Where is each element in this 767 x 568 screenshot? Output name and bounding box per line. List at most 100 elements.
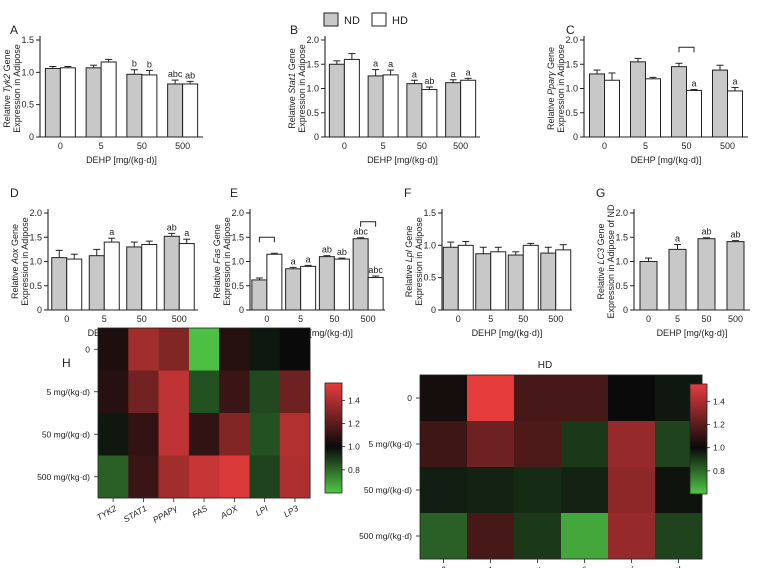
y-tick-label: 0.5 [231, 281, 244, 291]
row-label: 0 [407, 393, 412, 403]
comparison-bracket [258, 236, 275, 243]
heatmap-cell [158, 328, 190, 371]
heatmap-cell [158, 455, 190, 499]
y-tick-label: 0.5 [306, 108, 319, 118]
column-label: LPI [667, 564, 684, 568]
x-tick-label: 5 [298, 314, 303, 324]
significance-label: abc [168, 69, 183, 79]
y-axis-label: Relative Aox Gene [10, 224, 20, 299]
colorbar-tick-label: 1.0 [713, 443, 725, 453]
y-axis-label-post: Gene [287, 48, 297, 73]
x-tick-label: 0 [264, 314, 269, 324]
heatmap-cell [128, 370, 159, 414]
y-tick-label: 1.5 [615, 232, 628, 242]
bar-nd-500 [445, 82, 462, 138]
y-tick-label: 0 [573, 132, 578, 142]
y-axis-label-line2: Expression in Adipose of ND [606, 204, 616, 319]
bar-nd-0 [44, 67, 61, 138]
heatmap-cell [420, 375, 468, 422]
y-axis-label-post: Gene [596, 223, 606, 248]
y-tick-label: 1.0 [21, 67, 34, 77]
y-axis-label-line2: Expression in Adipose [222, 217, 232, 306]
legend: ND HD [323, 12, 408, 27]
heatmap-cell [608, 375, 656, 422]
heatmap-cell [249, 328, 281, 371]
colorbar-tick-label: 0.8 [713, 466, 725, 476]
column-label: AOX [615, 564, 637, 568]
significance-label: a [184, 228, 189, 238]
y-axis-label-line2: Expression in Adipose [12, 44, 22, 133]
y-tick-label: 0 [37, 305, 42, 315]
panel-A: A 0 0.5 1.0 1.5 Relative Tyk2 Gene Expression … [2, 23, 203, 165]
y-tick-label: 1.5 [29, 232, 42, 242]
colorbar-tick-label: 1.2 [348, 419, 360, 429]
x-tick-label: 500 [172, 314, 187, 324]
panel-D: D 0 0.5 1.0 1.5 2.0 Relative Aox Gene Expressio… [10, 186, 198, 338]
significance-label: ab [730, 230, 740, 240]
heatmap-cell [188, 370, 220, 414]
panel-letter: B [290, 23, 298, 37]
x-tick-label: 500 [175, 141, 190, 151]
row-label: 50 mg/(kg·d) [42, 429, 90, 439]
bar-hd-5 [490, 251, 507, 311]
bar-hd-5 [382, 74, 399, 138]
y-axis-label: Relative Lpl Gene [404, 226, 414, 298]
heatmap-cell [279, 413, 311, 456]
panel-B: B 0 0.5 1.0 1.5 2.0 Relative Stat1 Gene Express… [287, 23, 480, 165]
y-axis-label-gene: Tyk2 [2, 74, 12, 93]
bar-nd-500 [712, 69, 728, 138]
y-axis-label-post: Gene [404, 226, 414, 251]
x-tick-label: 5 [102, 314, 107, 324]
significance-label: a [412, 69, 417, 79]
heatmap-cell [655, 513, 703, 560]
heatmap-cell [249, 413, 281, 456]
heatmap-cell [561, 467, 609, 514]
y-axis-label: Relative Pparγ Gene [546, 47, 556, 130]
heatmap-cell [467, 421, 515, 468]
bar-nd-50 [126, 73, 143, 138]
heatmap-cell [188, 455, 220, 499]
bar-nd-500 [726, 241, 745, 311]
bar-nd-500 [540, 252, 557, 311]
colorbar-tick-label: 1.2 [713, 420, 725, 430]
x-tick-label: 500 [728, 314, 743, 324]
bar-nd-5 [668, 248, 687, 311]
bar-nd-0 [589, 73, 605, 138]
significance-label: ab [701, 227, 711, 237]
colorbar-tick-label: 1.4 [348, 395, 360, 405]
significance-label: a [306, 254, 311, 264]
heatmap-cell [249, 370, 281, 414]
y-axis-label-pre: Relative [287, 94, 297, 129]
y-axis-label-pre: Relative [596, 265, 606, 300]
y-tick-label: 0.5 [565, 108, 578, 118]
column-label: STAT1 [469, 564, 496, 568]
heatmap-cell [514, 375, 562, 422]
y-tick-label: 1.0 [615, 257, 628, 267]
heatmap-cell [128, 328, 159, 371]
x-tick-label: 50 [681, 141, 691, 151]
heatmap-cell [608, 467, 656, 514]
heatmap-nd: HND05 mg/(kg·d)50 mg/(kg·d)500 mg/(kg·d)… [37, 327, 360, 525]
y-axis-label-line2: Expression in Adipose [556, 44, 566, 133]
y-axis-label: Relative Stat1 Gene [287, 48, 297, 129]
x-axis-label: DEHP [mg/(kg·d)] [367, 155, 438, 165]
heatmap-cell [249, 455, 281, 499]
colorbar-tick-label: 1.4 [713, 396, 725, 406]
bar-nd-0 [251, 279, 268, 311]
colorbar-tick-label: 1.0 [348, 442, 360, 452]
colorbar-tick-label: 0.8 [348, 465, 360, 475]
bar-nd-0 [328, 63, 345, 138]
heatmap-cell [467, 375, 515, 422]
x-tick-label: 50 [137, 314, 147, 324]
panel-F: F 0 0.5 1.0 1.5 Relative Lpl Gene Expression i… [404, 186, 572, 338]
legend-label-nd: ND [344, 15, 360, 27]
significance-label: ab [167, 222, 177, 232]
significance-label: b [132, 59, 137, 69]
x-axis-label: DEHP [mg/(kg·d)] [86, 155, 157, 165]
legend-swatch-nd [323, 12, 339, 27]
comparison-bracket [360, 221, 377, 227]
column-label: LP3 [282, 503, 300, 519]
y-axis-label-gene: Lpl [404, 249, 414, 262]
bar-nd-50 [126, 246, 143, 311]
y-tick-label: 1.5 [231, 232, 244, 242]
